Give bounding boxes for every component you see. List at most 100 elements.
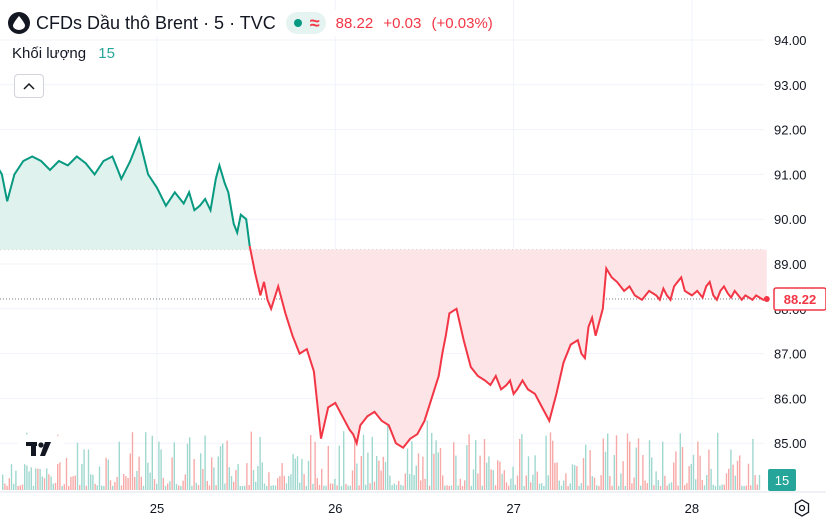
volume-bar: [534, 455, 536, 490]
volume-bar: [607, 433, 609, 490]
volume-legend[interactable]: Khối lượng 15: [10, 45, 119, 62]
volume-bar: [492, 470, 494, 490]
volume-bar: [479, 455, 481, 490]
volume-bar: [167, 483, 169, 490]
volume-bar: [615, 435, 618, 490]
volume-bar: [241, 485, 244, 490]
volume-bar: [758, 474, 761, 490]
volume-bar: [98, 466, 101, 490]
volume-bar: [389, 475, 391, 490]
volume-bar: [527, 456, 530, 490]
volume-bar: [655, 471, 657, 490]
price-line: [0, 135, 770, 450]
price-change-pct: (+0.03%): [431, 14, 493, 32]
volume-bar: [523, 485, 525, 490]
volume-bar: [437, 452, 439, 490]
volume-bar: [349, 485, 351, 490]
tradingview-logo-icon[interactable]: [16, 431, 66, 469]
volume-bar: [208, 485, 211, 490]
volume-bar: [574, 465, 576, 490]
volume-bar: [686, 483, 688, 490]
volume-bar: [96, 485, 98, 490]
volume-bar: [593, 477, 596, 490]
down-area: [249, 246, 767, 448]
volume-bar: [189, 437, 191, 490]
volume-bar: [613, 455, 615, 490]
volume-bar: [59, 457, 61, 490]
volume-bar: [708, 449, 710, 490]
volume-bar: [373, 481, 376, 490]
volume-bar: [483, 439, 486, 490]
volume-bar: [714, 485, 717, 490]
volume-bar: [552, 440, 554, 490]
volume-bar: [140, 476, 142, 490]
volume-bar: [92, 474, 94, 490]
volume-bar: [609, 476, 611, 490]
volume-bar: [699, 455, 701, 490]
volume-bar: [2, 474, 4, 490]
symbol-title[interactable]: CFDs Dầu thô Brent · 5 · TVC: [36, 12, 276, 33]
time-axis[interactable]: 25 26 27 28: [0, 491, 826, 516]
volume-bar: [184, 474, 186, 490]
volume-bar: [560, 485, 563, 490]
volume-bar: [426, 420, 428, 490]
volume-bar: [288, 476, 290, 490]
volume-bar: [50, 476, 52, 490]
volume-bar: [508, 485, 510, 490]
volume-bar: [17, 485, 19, 490]
volume-bar: [39, 464, 41, 490]
volume-bar: [442, 475, 444, 490]
volume-bar: [481, 485, 483, 490]
volume-bar: [450, 485, 453, 490]
volume-bar: [378, 460, 380, 490]
volume-bar: [717, 432, 719, 490]
volume-bar: [10, 464, 13, 490]
up-area: [0, 138, 250, 250]
volume-bar: [596, 485, 598, 490]
volume-bar: [160, 449, 162, 490]
volume-bar: [343, 431, 345, 490]
volume-bar: [684, 485, 686, 490]
volume-bar: [670, 482, 673, 490]
volume-bar: [505, 482, 508, 490]
volume-bar: [79, 485, 81, 490]
collapse-legend-button[interactable]: [14, 74, 44, 98]
volume-bar: [666, 485, 668, 490]
volume-bar: [257, 466, 259, 490]
volume-bar: [477, 473, 479, 490]
volume-bar: [497, 460, 499, 490]
settings-icon[interactable]: [792, 498, 812, 518]
chevron-up-icon: [23, 82, 35, 90]
volume-bar: [417, 453, 420, 490]
volume-bar: [147, 462, 149, 490]
volume-bar: [624, 485, 626, 490]
volume-bar: [178, 485, 180, 490]
volume-bar: [118, 441, 120, 490]
volume-bar: [175, 483, 178, 490]
volume-bar: [710, 468, 712, 490]
volume-bar: [673, 462, 675, 490]
volume-bar: [556, 462, 558, 490]
volume-bar: [21, 484, 24, 490]
symbol-header: CFDs Dầu thô Brent · 5 · TVC ≈ 88.22 +0.…: [8, 10, 505, 36]
volume-bar: [549, 432, 552, 490]
volume-bar: [351, 470, 354, 490]
volume-bar: [622, 461, 624, 490]
volume-bar: [145, 432, 147, 490]
volume-bar: [668, 483, 670, 490]
market-status-pill[interactable]: ≈: [285, 12, 326, 34]
price-axis[interactable]: 94.0093.0092.0091.0090.0089.0088.0087.00…: [768, 33, 826, 491]
volume-bar: [490, 469, 492, 490]
volume-bar: [131, 432, 134, 490]
last-point: [763, 295, 770, 302]
volume-bar: [571, 464, 574, 490]
volume-bar: [589, 450, 591, 490]
volume-bar: [576, 466, 578, 490]
volume-bar: [123, 474, 125, 490]
volume-bar: [470, 485, 472, 490]
volume-bar: [87, 449, 90, 490]
volume-bar: [219, 446, 222, 490]
volume-bar: [545, 435, 547, 490]
y-tick-label: 89.00: [774, 257, 807, 272]
